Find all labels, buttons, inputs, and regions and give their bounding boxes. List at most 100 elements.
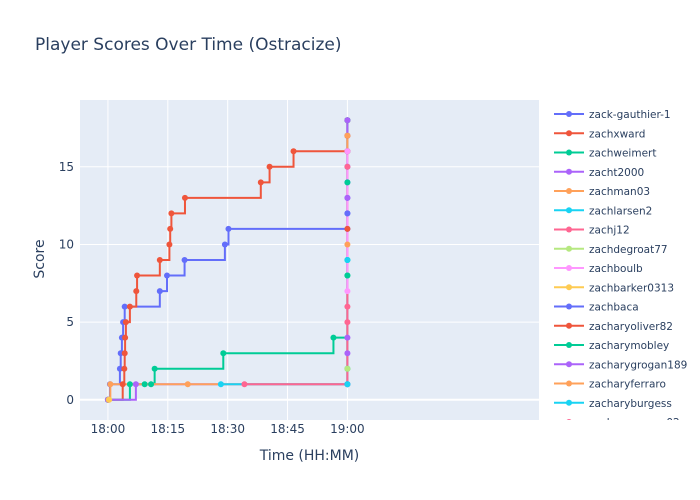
data-point[interactable]	[132, 381, 139, 388]
data-point[interactable]	[330, 334, 337, 341]
legend-swatch-marker	[566, 168, 572, 175]
data-point[interactable]	[217, 381, 224, 388]
legend-item[interactable]: zack-gauthier-1	[554, 109, 671, 121]
data-point[interactable]	[344, 163, 351, 170]
data-point[interactable]	[121, 303, 128, 310]
data-point[interactable]	[344, 272, 351, 279]
plot-area[interactable]: 18:00 18:15 18:30 18:45 19:00 0 5 10 15	[59, 100, 539, 436]
data-point[interactable]	[344, 365, 351, 372]
legend-swatch-marker	[566, 111, 572, 117]
data-point[interactable]	[266, 163, 273, 170]
legend-item[interactable]: zachlarsen2	[554, 205, 652, 217]
legend-label: zacharyferraro	[589, 379, 666, 391]
data-point[interactable]	[241, 381, 248, 388]
data-point[interactable]	[164, 272, 171, 279]
data-point[interactable]	[344, 194, 351, 201]
legend-label: zacharyburgess	[589, 398, 672, 410]
data-point[interactable]	[106, 396, 113, 403]
data-point[interactable]	[166, 241, 173, 248]
x-tick-label: 18:00	[91, 422, 126, 436]
data-point[interactable]	[344, 350, 351, 357]
legend-label: zack-gauthier-1	[589, 109, 671, 121]
y-tick-label: 5	[66, 315, 74, 329]
data-point[interactable]	[156, 288, 163, 295]
legend-item[interactable]: zachboulb	[554, 263, 643, 275]
data-point[interactable]	[344, 319, 351, 326]
data-point[interactable]	[221, 241, 228, 248]
data-point[interactable]	[225, 225, 232, 232]
data-point[interactable]	[344, 210, 351, 217]
data-point[interactable]	[181, 194, 188, 201]
legend-swatch-marker	[566, 284, 572, 291]
data-point[interactable]	[344, 334, 351, 341]
data-point[interactable]	[181, 257, 188, 263]
y-axis-title: Score	[32, 239, 48, 278]
legend-swatch-marker	[566, 265, 572, 271]
legend-swatch-marker	[566, 399, 572, 406]
legend-label: zachlarsen2	[589, 205, 652, 217]
data-point[interactable]	[148, 381, 155, 388]
legend-label: zacharyoliver82	[589, 321, 673, 333]
data-point[interactable]	[141, 381, 148, 388]
legend-label: zacht2000	[589, 167, 644, 179]
legend-swatch-marker	[566, 149, 572, 156]
data-point[interactable]	[121, 365, 128, 372]
data-point[interactable]	[107, 381, 114, 388]
data-point[interactable]	[167, 225, 174, 232]
legend-label: zachxward	[589, 128, 645, 140]
legend-item[interactable]: zachxward	[554, 128, 645, 140]
data-point[interactable]	[344, 225, 351, 232]
legend-item[interactable]: zachman03	[554, 186, 650, 198]
data-point[interactable]	[133, 288, 140, 295]
data-point[interactable]	[344, 241, 351, 248]
legend-item[interactable]: zacharyoliver82	[554, 321, 673, 333]
data-point[interactable]	[220, 350, 227, 357]
legend-item[interactable]: zacht2000	[554, 167, 644, 179]
legend-swatch-marker	[566, 130, 572, 137]
legend-label: zachman03	[589, 186, 650, 198]
data-point[interactable]	[122, 334, 129, 341]
data-point[interactable]	[344, 132, 351, 139]
data-point[interactable]	[257, 179, 264, 186]
legend-label: zacharygrogan189	[589, 359, 687, 371]
legend-item[interactable]: zachbarker0313	[554, 282, 674, 294]
data-point[interactable]	[116, 365, 123, 372]
data-point[interactable]	[121, 350, 128, 357]
legend-label: zachweimert	[589, 148, 656, 160]
data-point[interactable]	[344, 117, 351, 124]
legend-items: zack-gauthier-1 zachxward zachweimert zacht…	[554, 109, 687, 429]
data-point[interactable]	[126, 303, 133, 310]
legend-label: zachbaca	[589, 302, 639, 314]
legend[interactable]: zack-gauthier-1 zachxward zachweimert zacht…	[554, 109, 687, 429]
legend-item[interactable]: zachbaca	[554, 302, 639, 314]
legend-item[interactable]: zacharymobley	[554, 340, 669, 352]
legend-swatch-marker	[566, 361, 572, 368]
data-point[interactable]	[184, 381, 191, 388]
data-point[interactable]	[344, 148, 351, 155]
data-point[interactable]	[126, 381, 133, 388]
legend-item[interactable]: zacharyferraro	[554, 379, 666, 391]
legend-item[interactable]: zachary-young02	[554, 417, 680, 429]
data-point[interactable]	[119, 381, 126, 388]
data-point[interactable]	[344, 381, 351, 388]
legend-item[interactable]: zachdegroat77	[554, 244, 668, 256]
legend-label: zachboulb	[589, 263, 643, 275]
legend-item[interactable]: zacharygrogan189	[554, 359, 687, 371]
data-point[interactable]	[290, 148, 297, 155]
x-tick-label: 18:30	[210, 422, 245, 436]
data-point[interactable]	[344, 288, 351, 295]
data-point[interactable]	[151, 365, 158, 372]
legend-label: zachary-young02	[589, 417, 680, 429]
data-point[interactable]	[344, 303, 351, 310]
data-point[interactable]	[122, 319, 129, 326]
data-point[interactable]	[156, 257, 163, 263]
legend-item[interactable]: zachweimert	[554, 148, 656, 160]
data-point[interactable]	[344, 257, 351, 263]
legend-item[interactable]: zachj12	[554, 225, 630, 237]
x-tick-label: 19:00	[330, 422, 365, 436]
legend-swatch-marker	[566, 207, 572, 214]
data-point[interactable]	[168, 210, 175, 217]
data-point[interactable]	[134, 272, 141, 279]
data-point[interactable]	[344, 179, 351, 186]
legend-item[interactable]: zacharyburgess	[554, 398, 672, 410]
